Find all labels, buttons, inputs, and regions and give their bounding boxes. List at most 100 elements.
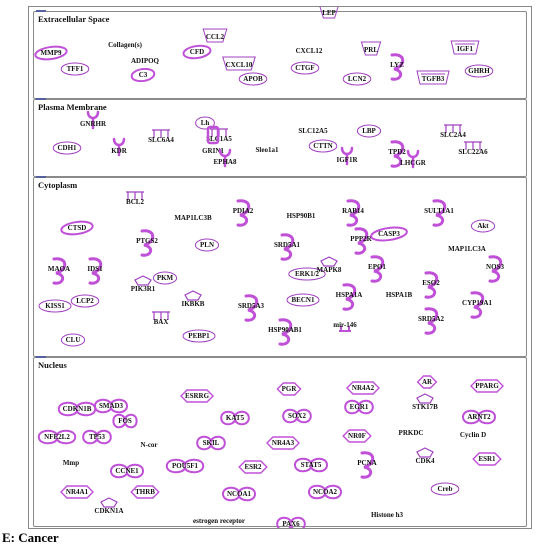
molecule-label: LYZ bbox=[390, 61, 404, 69]
molecule-label: ERK1/2 bbox=[295, 270, 320, 278]
molecule-shape bbox=[222, 56, 256, 71]
molecule-node: CASP3 bbox=[370, 226, 408, 242]
molecule-label: BCL2 bbox=[126, 198, 144, 206]
molecule-label: KDR bbox=[111, 147, 128, 155]
molecule-node: HSPA1B bbox=[386, 291, 413, 299]
molecule-shape bbox=[70, 294, 100, 308]
molecule-shape bbox=[60, 333, 86, 347]
molecule-label: CDKN1B bbox=[63, 405, 92, 413]
molecule-shape bbox=[182, 329, 216, 343]
molecule-shape bbox=[82, 429, 112, 445]
molecule-label: PTGS2 bbox=[136, 237, 158, 245]
molecule-shape bbox=[184, 290, 202, 301]
molecule-node: PPP2R bbox=[350, 227, 373, 255]
molecule-label: SLC6A4 bbox=[148, 136, 174, 144]
molecule-node: GHRH bbox=[464, 64, 494, 78]
molecule-label: MAP1LC3B bbox=[174, 214, 212, 222]
molecule-label: BAX bbox=[154, 318, 169, 326]
molecule-node: NR4A2 bbox=[346, 381, 380, 395]
molecule-shape bbox=[488, 255, 503, 283]
molecule-label: APOB bbox=[243, 75, 263, 83]
molecule-label: BECN1 bbox=[292, 296, 315, 304]
molecule-shape bbox=[424, 307, 439, 335]
molecule-node: Histone h3 bbox=[371, 511, 404, 519]
compartment-title: Cytoplasm bbox=[38, 180, 78, 190]
molecule-shape bbox=[126, 191, 144, 200]
molecule-shape bbox=[346, 199, 361, 227]
molecule-node: PIK3R1 bbox=[131, 275, 156, 293]
molecule-label: ADIPOQ bbox=[131, 57, 160, 65]
molecule-label: NR0F bbox=[348, 432, 366, 440]
molecule-label: SOX2 bbox=[288, 412, 306, 420]
molecule-node: Akt bbox=[470, 219, 496, 233]
molecule-label: STAT5 bbox=[301, 461, 322, 469]
molecule-node: SLC12A5 bbox=[298, 127, 328, 135]
molecule-node: MAOA bbox=[48, 257, 70, 285]
molecule-label: NOS3 bbox=[486, 263, 504, 271]
molecule-label: GHRH bbox=[468, 67, 490, 75]
molecule-label: SLC22A6 bbox=[458, 148, 488, 156]
molecule-label: MAP1LC3A bbox=[448, 245, 486, 253]
molecule-node: PTGS2 bbox=[136, 229, 158, 257]
molecule-label: SRD5A3 bbox=[238, 302, 265, 310]
molecule-shape bbox=[293, 457, 329, 473]
molecule-shape bbox=[220, 410, 250, 426]
molecule-label: CDKN1A bbox=[94, 507, 123, 515]
molecule-shape bbox=[202, 28, 228, 43]
molecule-label: LHCGR bbox=[400, 159, 427, 167]
molecule-label: PPARG bbox=[475, 382, 499, 390]
molecule-node: FOS bbox=[112, 413, 138, 429]
molecule-shape bbox=[406, 149, 420, 169]
molecule-node: NR4A1 bbox=[60, 485, 94, 499]
molecule-node: Collagen(s) bbox=[108, 41, 143, 49]
molecule-shape bbox=[218, 148, 232, 168]
molecule-node: BECN1 bbox=[286, 293, 320, 307]
molecule-label: Mmp bbox=[63, 459, 79, 467]
molecule-shape bbox=[472, 452, 502, 466]
molecule-shape bbox=[339, 326, 351, 332]
molecule-label: N-cor bbox=[140, 441, 157, 449]
molecule-node: CDKN1A bbox=[94, 497, 124, 515]
molecule-shape bbox=[342, 72, 372, 86]
molecule-label: PRKDC bbox=[399, 429, 424, 437]
molecule-node: PAX6 bbox=[276, 516, 306, 528]
molecule-node: ADIPOQ bbox=[131, 57, 160, 65]
molecule-label: HSPA1B bbox=[386, 291, 413, 299]
compartment-title: Plasma Membrane bbox=[38, 102, 107, 112]
molecule-node: PGR bbox=[276, 382, 302, 396]
molecule-shape bbox=[370, 255, 385, 283]
molecule-node: NCOA1 bbox=[221, 486, 257, 502]
molecule-shape bbox=[308, 139, 338, 153]
molecule-shape bbox=[470, 379, 504, 393]
molecule-node: CTGF bbox=[290, 61, 320, 75]
molecule-label: PRL bbox=[364, 46, 378, 54]
molecule-shape bbox=[354, 227, 369, 255]
molecule-label: PKM bbox=[157, 274, 174, 282]
molecule-node: BCL2 bbox=[126, 191, 144, 206]
molecule-shape bbox=[444, 124, 462, 133]
molecule-shape bbox=[464, 64, 494, 78]
molecule-node: STAT5 bbox=[293, 457, 329, 473]
molecule-shape bbox=[346, 381, 380, 395]
molecule-shape bbox=[470, 291, 485, 319]
molecule-shape bbox=[424, 271, 439, 299]
molecule-node: SRD5A2 bbox=[418, 307, 445, 335]
molecule-node: EPHA8 bbox=[214, 148, 237, 168]
molecule-shape bbox=[342, 429, 372, 443]
molecule-layer: Collagen(s) CCL2 LEP MMP9 ADIPOQ CFD CXCL12 PRL… bbox=[34, 7, 504, 528]
molecule-label: EPO1 bbox=[368, 263, 386, 271]
molecule-label: IDS1 bbox=[87, 265, 103, 273]
molecule-label: ESO2 bbox=[422, 279, 440, 287]
molecule-node: ESR1 bbox=[472, 452, 502, 466]
molecule-node: Lh bbox=[195, 116, 215, 130]
molecule-node: Cyclin D bbox=[460, 431, 486, 439]
compartment-marker bbox=[36, 176, 46, 178]
molecule-node: LCN2 bbox=[342, 72, 372, 86]
molecule-node: SKIL bbox=[196, 435, 226, 451]
molecule-shape bbox=[464, 141, 482, 150]
molecule-label: CTTN bbox=[313, 142, 332, 150]
molecule-node: CDKN1B bbox=[57, 401, 97, 417]
compartment-title: Extracellular Space bbox=[38, 14, 110, 24]
molecule-node: ESRRG bbox=[180, 389, 214, 403]
molecule-label: Sleo1a1 bbox=[256, 146, 279, 154]
